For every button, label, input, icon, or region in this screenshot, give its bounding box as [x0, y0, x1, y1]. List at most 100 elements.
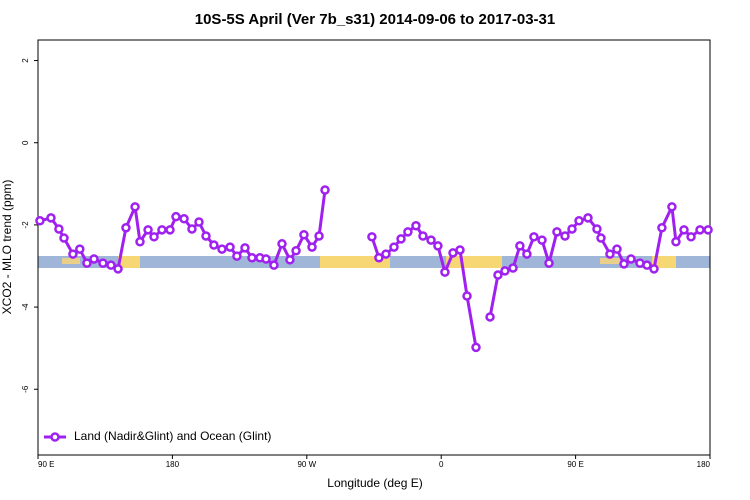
x-tick-label: 0: [439, 460, 444, 469]
data-point: [657, 223, 667, 233]
data-point: [113, 264, 123, 274]
data-point: [471, 342, 481, 353]
legend-label: Land (Nadir&Glint) and Ocean (Glint): [74, 429, 271, 443]
data-point: [247, 253, 257, 263]
data-point: [135, 236, 145, 247]
data-point: [671, 236, 681, 247]
data-point: [54, 224, 64, 234]
series-line: [39, 189, 709, 348]
x-tick-label: 180: [697, 460, 711, 469]
data-point: [418, 231, 428, 241]
data-point: [217, 244, 227, 254]
data-point: [612, 244, 622, 254]
data-point: [552, 227, 562, 237]
data-point: [440, 267, 450, 277]
data-point: [314, 231, 324, 241]
plot-frame: [37, 39, 711, 456]
data-point: [261, 254, 271, 264]
data-point: [433, 241, 443, 251]
data-point: [485, 312, 495, 322]
data-point: [187, 224, 197, 234]
data-point: [320, 185, 330, 195]
data-point: [82, 258, 92, 268]
data-point: [143, 225, 153, 235]
data-point: [209, 240, 219, 250]
data-point: [68, 249, 78, 259]
data-point: [277, 239, 287, 249]
y-tick-label: 0: [21, 140, 30, 145]
y-tick-label: -4: [21, 303, 30, 311]
data-point: [592, 224, 602, 234]
data-point: [240, 243, 250, 253]
data-point: [493, 270, 503, 280]
x-axis-label: Longitude (deg E): [327, 476, 422, 490]
y-tick-label: -2: [21, 221, 30, 229]
data-point: [106, 260, 116, 270]
data-point: [374, 253, 384, 263]
data-point: [596, 233, 606, 243]
legend-marker: [50, 432, 60, 442]
data-point: [89, 254, 99, 264]
x-tick-label: 90 W: [297, 460, 316, 469]
data-point: [130, 202, 140, 212]
data-point: [695, 225, 705, 235]
data-point: [567, 224, 577, 234]
data-point: [381, 249, 391, 259]
data-point: [157, 225, 167, 235]
data-point: [500, 266, 510, 276]
y-tick-label: -6: [21, 385, 30, 393]
data-point: [667, 202, 677, 212]
data-point: [59, 233, 69, 243]
data-point: [225, 242, 235, 252]
data-point: [686, 232, 696, 242]
data-point: [403, 227, 413, 237]
data-point: [508, 263, 518, 273]
data-point: [269, 260, 279, 270]
y-tick-label: 2: [21, 58, 30, 63]
data-point: [626, 254, 636, 264]
data-point: [455, 245, 465, 255]
data-point: [560, 231, 570, 241]
data-point: [165, 225, 175, 235]
x-tick-label: 90 E: [567, 460, 583, 469]
data-point: [529, 232, 539, 242]
data-point: [679, 225, 689, 235]
data-point: [201, 231, 211, 241]
chart-title: 10S-5S April (Ver 7b_s31) 2014-09-06 to …: [195, 11, 555, 28]
data-point: [544, 258, 554, 268]
data-point: [179, 213, 189, 224]
data-point: [171, 211, 181, 222]
data-point: [75, 244, 85, 254]
x-tick-label: 90 E: [38, 460, 54, 469]
data-point: [605, 249, 615, 259]
data-point: [299, 230, 309, 240]
data-point: [232, 251, 242, 261]
data-point: [537, 235, 547, 245]
data-point: [389, 242, 399, 252]
data-point: [411, 220, 421, 231]
data-point: [642, 260, 652, 270]
data-point: [194, 217, 204, 227]
data-point: [367, 232, 377, 242]
data-point: [291, 246, 301, 256]
x-tick-label: 180: [166, 460, 180, 469]
data-point: [522, 249, 532, 259]
data-point: [462, 291, 472, 301]
data-point: [619, 259, 629, 269]
data-point: [396, 234, 406, 244]
data-point: [574, 216, 584, 226]
data-point: [35, 216, 45, 226]
data-point: [121, 223, 131, 233]
data-point: [46, 213, 56, 223]
data-point: [583, 213, 593, 223]
y-axis-label: XCO2 - MLO trend (ppm): [0, 180, 14, 315]
data-point: [307, 242, 317, 252]
data-point: [98, 258, 108, 268]
data-point: [426, 235, 436, 245]
data-point: [515, 241, 525, 251]
data-point: [285, 255, 295, 265]
data-point: [149, 232, 159, 242]
data-point: [649, 264, 659, 274]
data-point: [703, 225, 713, 235]
